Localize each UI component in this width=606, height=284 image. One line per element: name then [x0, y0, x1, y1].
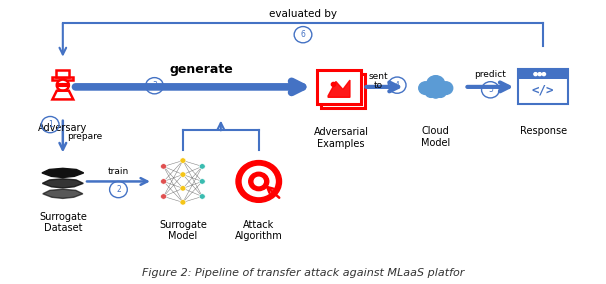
Polygon shape — [43, 189, 83, 199]
FancyBboxPatch shape — [518, 70, 568, 104]
Text: evaluated by: evaluated by — [269, 9, 337, 19]
Text: Attack
Algorithm: Attack Algorithm — [235, 220, 282, 241]
Circle shape — [331, 82, 336, 86]
Circle shape — [439, 82, 453, 95]
Circle shape — [180, 172, 186, 177]
Circle shape — [242, 166, 275, 197]
Circle shape — [161, 179, 167, 184]
Circle shape — [180, 186, 186, 191]
Text: 2: 2 — [116, 185, 121, 194]
Circle shape — [199, 179, 205, 184]
Text: 4: 4 — [395, 81, 399, 90]
Text: Response: Response — [519, 126, 567, 136]
Polygon shape — [42, 179, 83, 188]
Circle shape — [427, 76, 445, 92]
FancyBboxPatch shape — [317, 70, 361, 104]
Text: Adversary: Adversary — [38, 123, 87, 133]
Circle shape — [419, 82, 433, 95]
FancyBboxPatch shape — [63, 84, 67, 86]
Text: 6: 6 — [301, 30, 305, 39]
Text: sent: sent — [368, 72, 388, 81]
Text: Surrogate
Dataset: Surrogate Dataset — [39, 212, 87, 233]
Text: predict: predict — [474, 70, 507, 79]
Text: 1: 1 — [48, 120, 53, 129]
Circle shape — [161, 164, 167, 169]
Circle shape — [254, 177, 264, 186]
Circle shape — [248, 172, 269, 191]
Circle shape — [161, 194, 167, 199]
Text: train: train — [108, 167, 129, 176]
Circle shape — [180, 158, 186, 163]
Circle shape — [199, 194, 205, 199]
Text: </>: </> — [532, 83, 554, 96]
Text: 5: 5 — [488, 85, 493, 94]
Text: 3: 3 — [152, 81, 157, 90]
Circle shape — [199, 164, 205, 169]
Text: to: to — [374, 81, 383, 90]
Text: Surrogate
Model: Surrogate Model — [159, 220, 207, 241]
Circle shape — [534, 73, 537, 76]
Circle shape — [538, 73, 541, 76]
FancyBboxPatch shape — [56, 70, 70, 77]
FancyBboxPatch shape — [518, 70, 568, 79]
Polygon shape — [52, 91, 73, 99]
Text: generate: generate — [170, 63, 234, 76]
Circle shape — [435, 87, 446, 97]
Polygon shape — [328, 80, 350, 97]
Circle shape — [236, 160, 282, 202]
FancyBboxPatch shape — [58, 84, 62, 86]
FancyBboxPatch shape — [321, 74, 365, 108]
Circle shape — [542, 73, 545, 76]
Text: Adversarial
Examples: Adversarial Examples — [313, 128, 368, 149]
Text: Cloud
Model: Cloud Model — [421, 126, 450, 148]
Text: Figure 2: Pipeline of transfer attack against MLaaS platfor: Figure 2: Pipeline of transfer attack ag… — [142, 268, 464, 278]
FancyBboxPatch shape — [52, 77, 73, 80]
Circle shape — [180, 200, 186, 205]
Polygon shape — [42, 168, 84, 178]
Circle shape — [431, 89, 441, 98]
Text: prepare: prepare — [67, 132, 102, 141]
Circle shape — [57, 80, 69, 91]
Circle shape — [425, 87, 436, 97]
